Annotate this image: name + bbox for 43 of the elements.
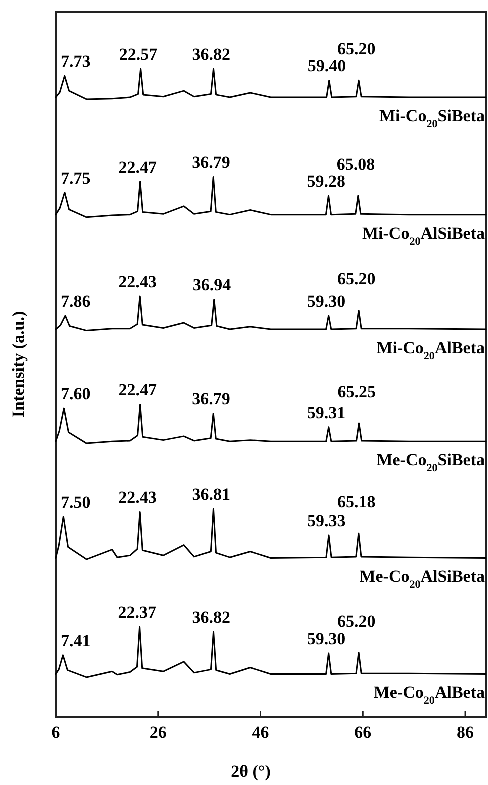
annotation: 36.79 xyxy=(192,390,230,409)
x-tick-label: 26 xyxy=(150,723,167,742)
series-label: Me-Co$_{20}$AlBeta xyxy=(374,683,486,708)
x-tick-label: 6 xyxy=(52,723,60,742)
annotation: 65.25 xyxy=(338,382,376,402)
annotation: 22.47 xyxy=(118,158,158,177)
annotation: 59.28 xyxy=(307,172,346,192)
annotation: 36.82 xyxy=(192,45,231,64)
annotation: 7.60 xyxy=(61,384,91,404)
annotation: 7.73 xyxy=(61,52,91,72)
annotation: 36.82 xyxy=(192,608,231,628)
x-tick-label: 46 xyxy=(252,723,270,742)
x-tick-label: 66 xyxy=(354,723,372,742)
x-tick-label: 86 xyxy=(457,723,474,742)
annotation: 59.33 xyxy=(308,512,346,531)
annotation: 59.40 xyxy=(308,56,346,76)
annotation: 7.50 xyxy=(61,492,91,512)
series-label: Mi-Co$_{20}$AlBeta xyxy=(376,338,486,363)
annotation: 65.20 xyxy=(338,40,376,59)
annotation: 59.30 xyxy=(307,292,346,311)
annotation: 7.75 xyxy=(61,168,91,188)
annotation: 22.57 xyxy=(119,45,158,64)
series-label: Me-Co$_{20}$SiBeta xyxy=(376,450,486,475)
series-label: Mi-Co$_{20}$AlSiBeta xyxy=(362,224,486,248)
annotation: 65.08 xyxy=(336,155,376,174)
annotation: 65.20 xyxy=(338,270,376,289)
annotation: 22.37 xyxy=(118,602,158,622)
series-label: Me-Co$_{20}$AlSiBeta xyxy=(360,567,486,592)
annotation: 7.86 xyxy=(61,292,91,311)
annotation: 22.47 xyxy=(118,380,158,400)
annotation: 22.43 xyxy=(118,272,157,292)
annotation: 59.31 xyxy=(307,403,346,422)
annotation: 36.94 xyxy=(192,276,232,295)
annotation: 7.41 xyxy=(61,631,91,650)
annotation: 36.79 xyxy=(192,153,230,172)
series-label: Mi-Co$_{20}$SiBeta xyxy=(380,106,486,131)
annotation: 22.43 xyxy=(118,488,157,508)
annotation: 59.30 xyxy=(307,630,346,648)
x-axis-title: 2θ (°) xyxy=(231,762,271,781)
annotation: 36.81 xyxy=(192,485,230,504)
annotation: 65.18 xyxy=(337,492,376,512)
y-axis-title: Intensity (a.u.) xyxy=(9,311,28,418)
annotation: 65.20 xyxy=(338,612,376,631)
